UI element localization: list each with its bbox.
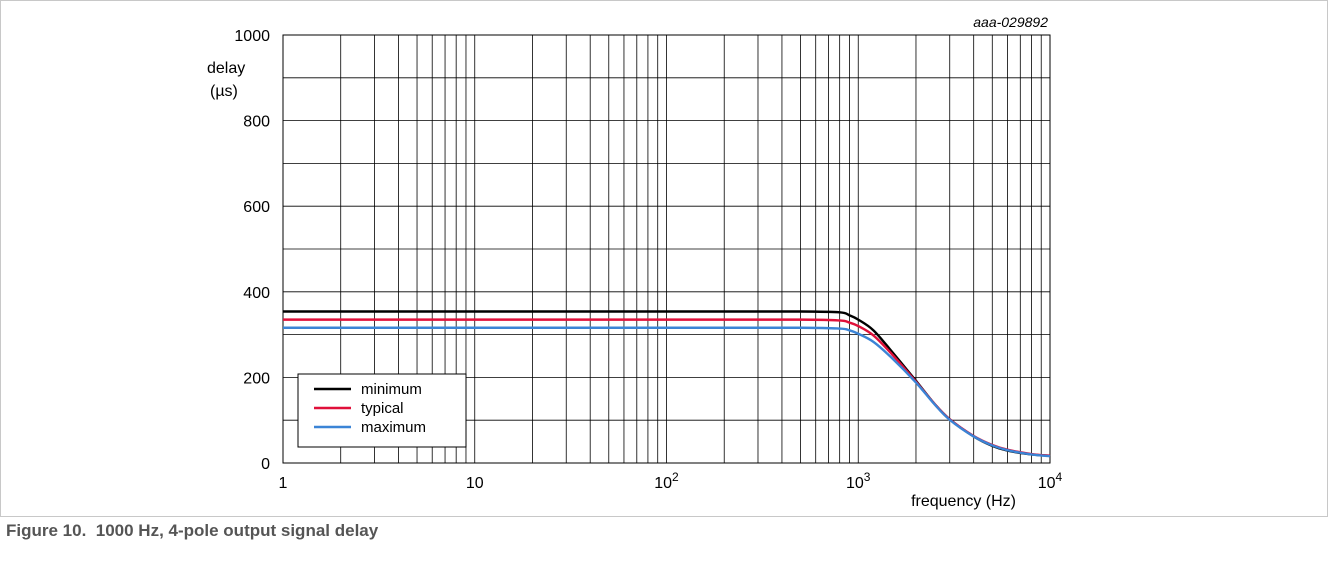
plot-border — [282, 34, 1051, 464]
y-tick-label: 0 — [261, 456, 270, 473]
y-axis-label-line1: delay — [207, 60, 245, 77]
x-tick-label: 104 — [1038, 470, 1063, 492]
legend-box — [297, 373, 467, 448]
y-tick-label: 600 — [243, 199, 270, 216]
x-tick-label: 1 — [279, 475, 288, 492]
figure-caption: Figure 10. 1000 Hz, 4-pole output signal… — [6, 521, 379, 540]
series-line-maximum — [283, 326, 1051, 458]
legend: minimum typical maximum — [297, 373, 467, 448]
x-tick-label: 103 — [846, 470, 871, 492]
frame-border-bottom — [0, 516, 1328, 517]
y-tick-labels: 0 200 400 600 800 1000 — [234, 28, 270, 473]
x-tick-labels: 1 10 102 103 104 — [279, 470, 1063, 492]
legend-label-maximum: maximum — [361, 419, 426, 436]
x-tick-label: 102 — [654, 470, 679, 492]
y-tick-label: 400 — [243, 285, 270, 302]
x-axis-label: frequency (Hz) — [911, 493, 1016, 510]
figure-code-annotation: aaa-029892 — [973, 14, 1048, 30]
series-lines — [283, 310, 1051, 458]
legend-label-minimum: minimum — [361, 381, 422, 398]
y-tick-label: 1000 — [234, 28, 270, 45]
y-tick-label: 800 — [243, 114, 270, 131]
y-tick-label: 200 — [243, 370, 270, 387]
delay-vs-frequency-chart: 0 200 400 600 800 1000 1 10 102 103 104 aaa-02989… — [207, 14, 1063, 510]
legend-label-typical: typical — [361, 400, 404, 417]
y-axis-label-line2: (µs) — [210, 83, 238, 100]
frame-border-left — [0, 0, 1, 517]
x-tick-label: 10 — [466, 475, 484, 492]
frame-border-top — [0, 0, 1328, 1]
